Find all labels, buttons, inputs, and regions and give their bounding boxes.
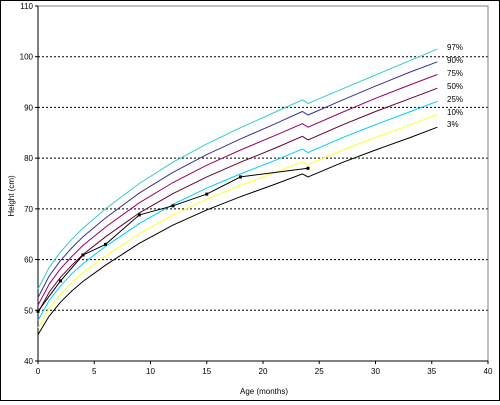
series-label: 10%	[447, 108, 463, 117]
x-tick-label: 40	[484, 367, 493, 376]
series-lines	[37, 48, 438, 335]
data-point	[137, 213, 141, 217]
series-label: 3%	[447, 120, 459, 129]
plot-area	[37, 5, 489, 362]
x-tick-label: 5	[92, 367, 97, 376]
series-label: 75%	[447, 69, 463, 78]
x-tick-label: 35	[427, 367, 436, 376]
data-point	[36, 309, 40, 313]
x-tick-label: 0	[36, 367, 41, 376]
series-line-3pct	[37, 126, 438, 335]
x-tick-label: 20	[259, 367, 268, 376]
y-tick-label: 40	[24, 357, 33, 366]
data-point	[239, 175, 242, 179]
y-tick-label: 50	[24, 306, 33, 315]
y-tick-label: 90	[24, 103, 33, 112]
y-tick-label: 60	[24, 256, 33, 265]
percentile-labels: 97% 90% 75% 50% 25% 10% 3%	[447, 43, 463, 129]
x-tick-label: 10	[146, 367, 155, 376]
axes: 40 50 60 70 80 90 100 110 0 5 10 15 20 25 30 35 40	[20, 2, 493, 376]
y-tick-label: 70	[24, 205, 33, 214]
series-line-10pct	[37, 114, 438, 329]
series-line-75pct	[37, 74, 438, 306]
series-line-97pct	[37, 48, 438, 290]
y-tick-label: 80	[24, 154, 33, 163]
x-tick-label: 15	[202, 367, 211, 376]
y-tick-label: 110	[20, 2, 33, 11]
data-point	[104, 242, 107, 246]
series-label: 97%	[447, 43, 463, 52]
series-label: 50%	[447, 82, 463, 91]
x-tick-label: 30	[371, 367, 380, 376]
series-line-90pct	[37, 61, 438, 298]
y-axis-label: Height (cm)	[7, 175, 16, 217]
series-label: 25%	[447, 95, 463, 104]
x-axis-label: Age (months)	[240, 387, 288, 396]
data-point	[81, 253, 85, 257]
measured-series-line	[37, 167, 309, 312]
series-label: 90%	[447, 56, 463, 65]
data-point	[171, 204, 175, 208]
data-point	[306, 166, 310, 170]
y-tick-label: 100	[20, 53, 34, 62]
data-point	[59, 279, 62, 283]
x-tick-label: 25	[315, 367, 324, 376]
measurement-points	[36, 166, 310, 313]
series-line-50pct	[37, 87, 438, 314]
data-point	[205, 192, 209, 196]
series-line-25pct	[37, 100, 438, 321]
